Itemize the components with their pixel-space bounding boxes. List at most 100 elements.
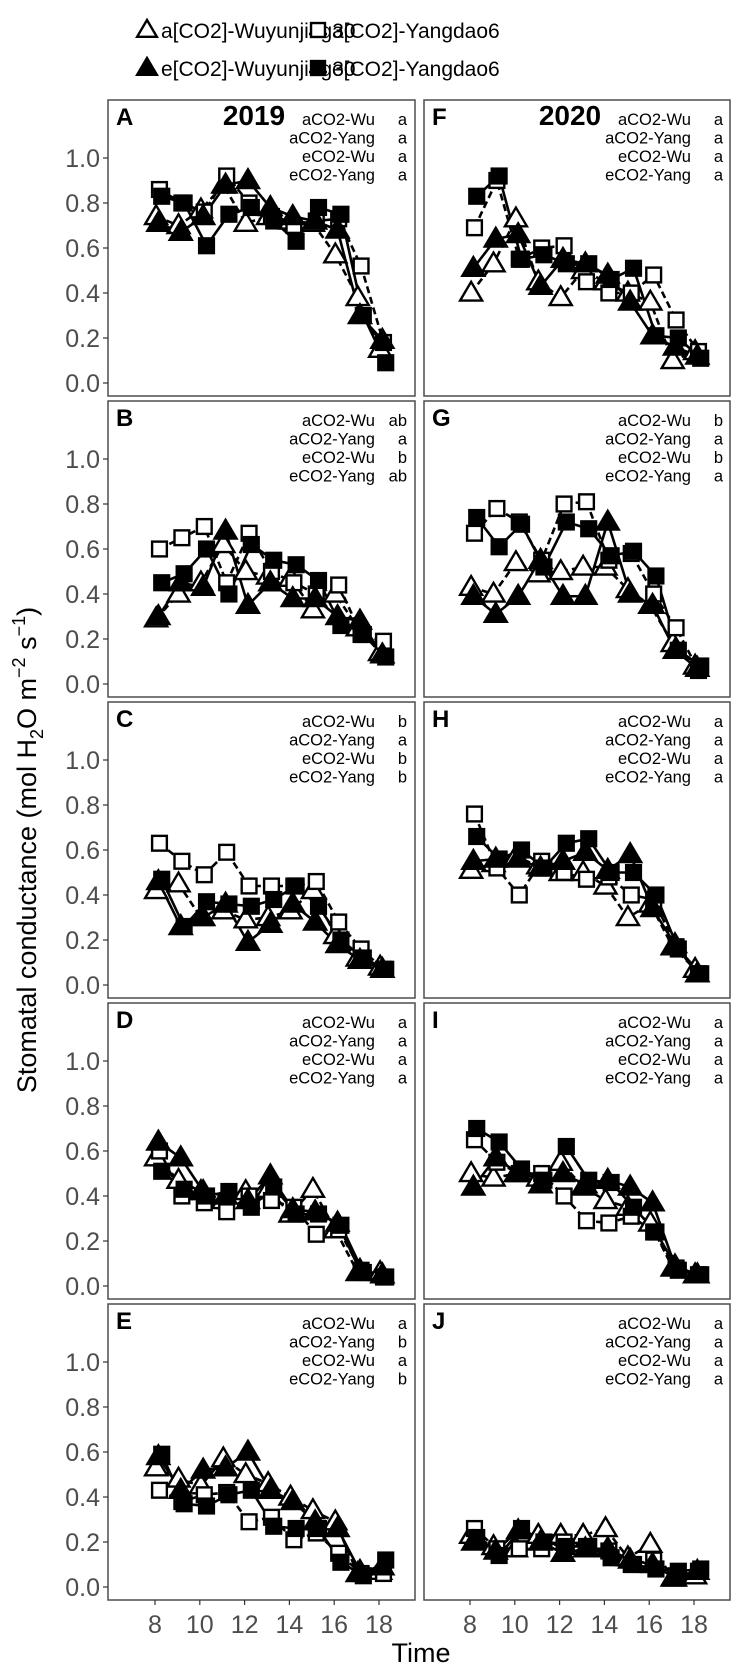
data-point [352, 257, 370, 275]
significance-letter: a [714, 111, 724, 129]
legend-item: e[CO2]-Wuyunjing30 [135, 55, 356, 81]
data-point [257, 1476, 284, 1500]
significance-letter: a [714, 148, 724, 166]
significance-letter: a [714, 130, 724, 148]
x-tick-label: 8 [463, 1611, 477, 1639]
significance-letter: a [714, 1033, 724, 1051]
data-point [145, 602, 172, 626]
significance-group: eCO2-Wu [302, 148, 375, 166]
significance-letter: a [714, 1070, 724, 1088]
significance-group: eCO2-Yang [289, 167, 375, 185]
ylabel-part: ) [12, 607, 42, 616]
data-point [265, 1178, 283, 1196]
panel-D: 0.0 0.2 0.4 0.6 0.8 1.0 D aCO2-Wu a aCO2-Yang a eCO… [65, 1002, 416, 1301]
data-point [242, 535, 260, 554]
significance-letter: a [714, 732, 724, 750]
data-point [639, 1189, 666, 1212]
data-point [577, 1212, 596, 1230]
data-point [242, 1481, 260, 1499]
significance-group: aCO2-Yang [605, 130, 691, 148]
data-point [647, 327, 665, 345]
significance-group: aCO2-Wu [618, 1315, 691, 1333]
significance-letter: ab [389, 412, 407, 430]
data-point [145, 1128, 172, 1151]
data-point [242, 897, 260, 915]
y-tick-label: 0.8 [65, 190, 100, 218]
y-tick-label: 0.6 [65, 235, 100, 263]
y-tick-label: 0.6 [65, 1439, 100, 1467]
data-point [490, 167, 508, 185]
data-point [557, 834, 575, 852]
legend-label: e[CO2]-Wuyunjing30 [161, 58, 356, 81]
data-point [265, 890, 283, 909]
legend-label: a[CO2]-Yangdao6 [332, 20, 500, 43]
panel-label: B [116, 405, 133, 432]
x-tick-label: 8 [148, 1611, 162, 1639]
panel-B: 0.0 0.2 0.4 0.6 0.8 1.0 B aCO2-Wu ab aCO2-Yang a eC… [65, 400, 416, 699]
data-point [572, 582, 599, 606]
significance-letter: a [714, 713, 724, 731]
significance-letter: b [714, 412, 723, 430]
data-point [512, 1519, 531, 1538]
legend-square-filled-icon [309, 59, 327, 77]
data-point [309, 571, 328, 590]
data-point [324, 216, 351, 239]
data-point [577, 493, 596, 511]
data-point [299, 1175, 327, 1199]
panel-frame [423, 1002, 731, 1300]
data-point [580, 520, 598, 538]
data-point [692, 349, 710, 367]
data-point [287, 556, 305, 574]
data-point [369, 326, 396, 350]
data-point [647, 1560, 665, 1578]
data-point [480, 250, 507, 273]
data-point [490, 850, 508, 868]
data-point [153, 187, 171, 205]
y-tick-label: 0.8 [65, 1093, 100, 1121]
panel-label: J [432, 1308, 445, 1335]
significance-letter: b [714, 449, 723, 467]
data-point [535, 859, 553, 877]
legend-item: a[CO2]-Yangdao6 [309, 20, 500, 43]
significance-letter: b [398, 750, 407, 768]
data-point [377, 354, 395, 372]
x-tick-label: 14 [590, 1611, 618, 1639]
data-point [647, 567, 665, 585]
data-point [482, 600, 509, 624]
data-point [535, 1171, 553, 1189]
data-point [557, 513, 575, 531]
data-point [232, 209, 259, 233]
significance-group: eCO2-Wu [618, 1051, 691, 1069]
legend-label: a[CO2]-Wuyunjing30 [161, 20, 356, 43]
data-point [167, 1144, 194, 1167]
data-point [692, 1266, 710, 1284]
ylabel-superscript: −1 [9, 616, 29, 637]
data-point [617, 288, 644, 311]
panel-C: 0.0 0.2 0.4 0.6 0.8 1.0 C aCO2-Wu b aCO2-Yang a eCO… [65, 701, 416, 1000]
data-point [535, 558, 553, 576]
significance-letter: ab [389, 468, 407, 486]
panel-frame [107, 99, 416, 397]
data-point [210, 530, 237, 554]
legend-triangle-open-icon [135, 17, 159, 38]
significance-group: aCO2-Yang [605, 1334, 691, 1352]
data-point [332, 931, 350, 949]
data-point [510, 1540, 528, 1558]
data-point [577, 870, 596, 888]
data-point [667, 619, 685, 637]
data-point [512, 515, 531, 533]
data-point [468, 187, 486, 205]
data-point [622, 886, 640, 904]
data-point [468, 508, 486, 527]
series-points-eCO2-Yang [468, 827, 710, 983]
data-point [322, 241, 349, 264]
data-point [302, 584, 329, 608]
data-point [555, 495, 573, 513]
data-point [279, 202, 306, 226]
series-points-eCO2-Yang [468, 167, 710, 367]
significance-group: eCO2-Yang [605, 167, 691, 185]
significance-letter: a [714, 1352, 724, 1370]
data-point [309, 1205, 328, 1223]
data-point [302, 908, 329, 931]
